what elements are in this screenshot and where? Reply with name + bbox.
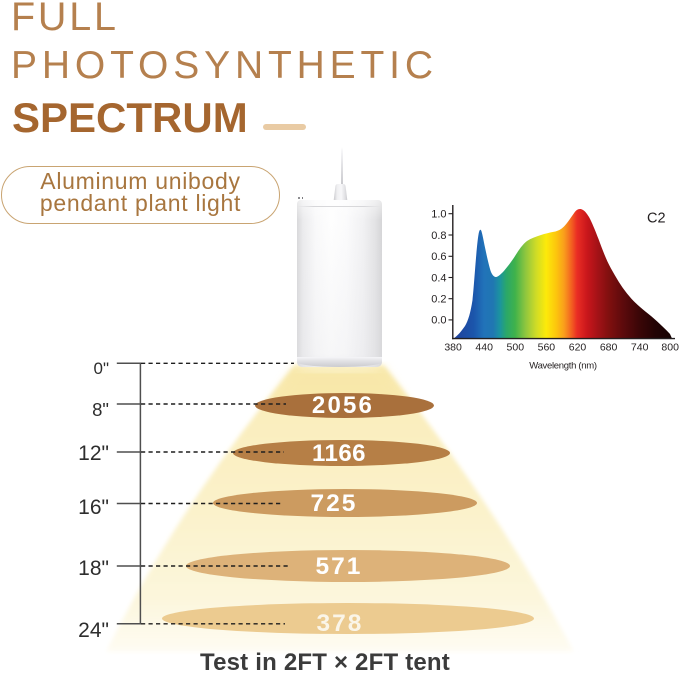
svg-text:800: 800 [661, 341, 679, 353]
svg-text:500: 500 [507, 341, 525, 353]
svg-text:Wavelength (nm): Wavelength (nm) [529, 361, 597, 372]
svg-text:680: 680 [600, 341, 618, 353]
svg-text:740: 740 [631, 341, 649, 353]
svg-text:0.0: 0.0 [431, 315, 446, 327]
svg-text:440: 440 [475, 341, 493, 353]
svg-text:0.8: 0.8 [431, 230, 446, 242]
svg-text:C2: C2 [647, 211, 666, 227]
svg-text:0.2: 0.2 [431, 294, 446, 306]
svg-text:380: 380 [444, 341, 462, 353]
svg-text:0.6: 0.6 [431, 251, 446, 263]
svg-text:620: 620 [569, 341, 587, 353]
svg-text:0.4: 0.4 [431, 272, 446, 284]
svg-text:560: 560 [538, 341, 556, 353]
svg-text:1.0: 1.0 [431, 209, 446, 221]
